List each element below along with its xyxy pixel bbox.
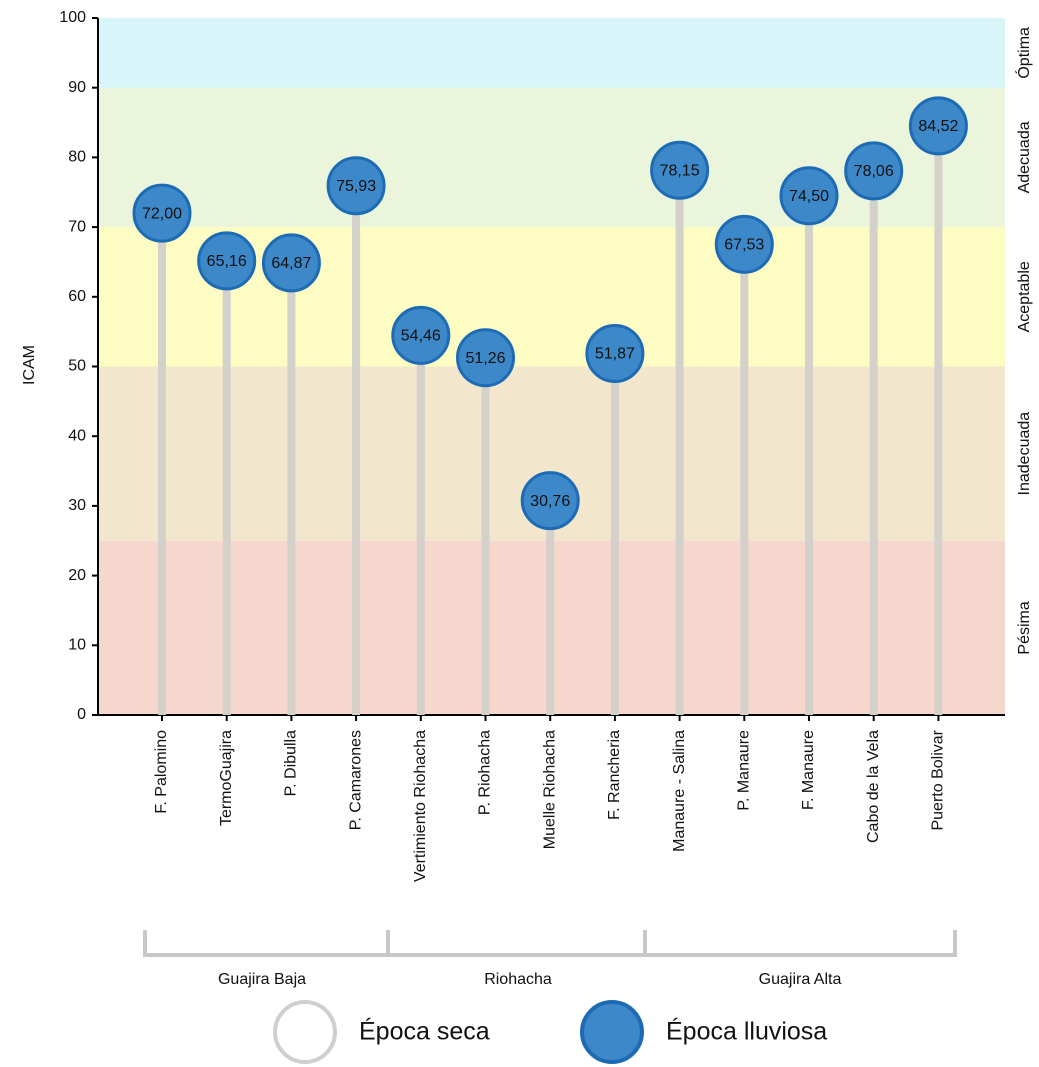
dot bbox=[520, 471, 580, 531]
value-label: 78,06 bbox=[854, 163, 894, 180]
value-label: 84,52 bbox=[918, 118, 958, 135]
band-label: Aceptable bbox=[1016, 261, 1033, 332]
dot bbox=[779, 166, 839, 226]
value-label: 51,26 bbox=[465, 350, 505, 367]
y-tick-label: 20 bbox=[68, 567, 86, 584]
value-label: 65,16 bbox=[207, 253, 247, 270]
x-tick-label: F. Rancheria bbox=[606, 730, 623, 820]
legend-swatch bbox=[580, 1000, 644, 1064]
y-tick-label: 50 bbox=[68, 358, 86, 375]
dot bbox=[714, 214, 774, 274]
dot bbox=[326, 156, 386, 216]
x-tick-label: Muelle Riohacha bbox=[541, 730, 558, 849]
x-tick-label: Puerto Bolivar bbox=[930, 729, 947, 830]
x-tick-label: F. Palomino bbox=[153, 730, 170, 814]
y-tick-label: 30 bbox=[68, 497, 86, 514]
legend-swatch bbox=[273, 1000, 337, 1064]
value-label: 75,93 bbox=[336, 178, 376, 195]
x-tick-label: P. Riohacha bbox=[477, 730, 494, 815]
value-label: 30,76 bbox=[530, 493, 570, 510]
x-tick-label: Manaure - Salina bbox=[671, 730, 688, 852]
legend-label: Época lluviosa bbox=[666, 1017, 827, 1046]
bracket bbox=[645, 930, 957, 957]
dot bbox=[456, 328, 515, 388]
band-label: Óptima bbox=[1014, 27, 1033, 79]
x-tick-label: P. Camarones bbox=[347, 730, 364, 830]
dot bbox=[261, 233, 321, 293]
dot bbox=[391, 305, 451, 365]
group-label: Guajira Baja bbox=[218, 971, 306, 988]
band bbox=[98, 18, 1005, 88]
legend-label: Época seca bbox=[359, 1017, 490, 1046]
x-tick-label: P. Manaure bbox=[736, 730, 753, 811]
band-label: Inadecuada bbox=[1016, 412, 1033, 496]
dot bbox=[650, 140, 710, 200]
value-label: 54,46 bbox=[401, 328, 441, 345]
dot bbox=[197, 231, 257, 291]
x-tick-label: Vertimiento Riohacha bbox=[412, 730, 429, 882]
y-tick-label: 70 bbox=[68, 218, 86, 235]
value-label: 74,50 bbox=[789, 188, 829, 205]
y-tick-label: 80 bbox=[68, 149, 86, 166]
value-label: 72,00 bbox=[142, 205, 182, 222]
bracket bbox=[143, 930, 390, 957]
y-tick-label: 90 bbox=[68, 79, 86, 96]
y-tick-label: 100 bbox=[59, 9, 86, 26]
group-label: Riohacha bbox=[484, 971, 552, 988]
value-label: 67,53 bbox=[724, 237, 764, 254]
bracket bbox=[388, 930, 647, 957]
band-label: Adecuada bbox=[1016, 121, 1033, 193]
y-axis-label: ICAM bbox=[21, 345, 38, 385]
value-label: 51,87 bbox=[595, 346, 635, 363]
band-label: Pésima bbox=[1016, 601, 1033, 654]
x-tick-label: TermoGuajira bbox=[218, 730, 235, 826]
x-tick-label: P. Dibulla bbox=[283, 730, 300, 797]
group-brackets bbox=[143, 930, 957, 957]
y-tick-label: 0 bbox=[77, 706, 86, 723]
y-tick-label: 60 bbox=[68, 288, 86, 305]
x-tick-label: F. Manaure bbox=[800, 730, 817, 810]
value-label: 78,15 bbox=[660, 163, 700, 180]
dot bbox=[132, 183, 192, 243]
y-tick-label: 10 bbox=[68, 637, 86, 654]
x-tick-label: Cabo de la Vela bbox=[865, 730, 882, 843]
value-label: 64,87 bbox=[271, 255, 311, 272]
dot bbox=[844, 141, 904, 201]
dot bbox=[585, 323, 645, 383]
y-tick-label: 40 bbox=[68, 427, 86, 444]
dot bbox=[908, 96, 968, 156]
group-label: Guajira Alta bbox=[759, 971, 842, 988]
